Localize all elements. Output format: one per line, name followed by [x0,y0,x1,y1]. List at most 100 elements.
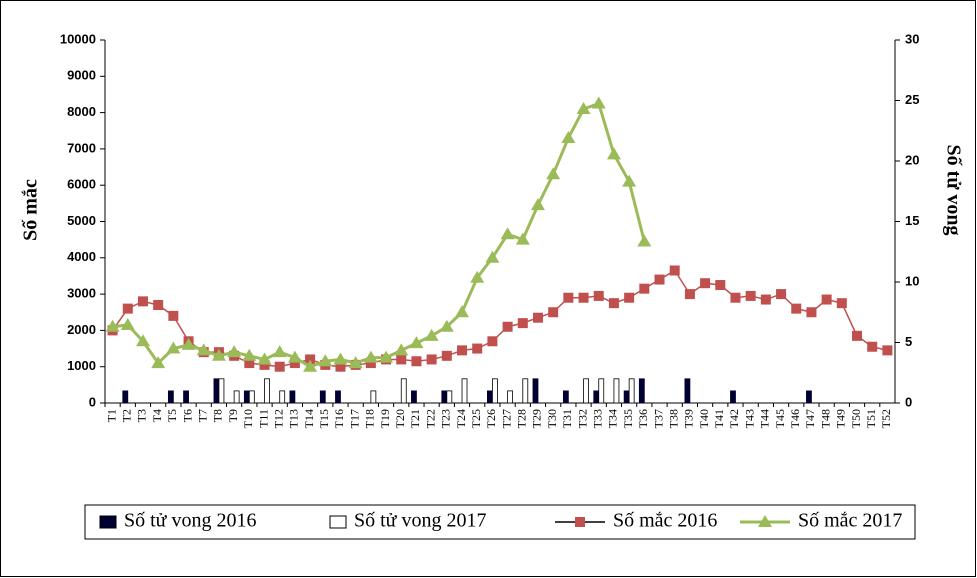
legend-label: Số tử vong 2017 [354,510,487,532]
y-tick-label: 0 [89,394,96,409]
x-tick-label: T40 [697,409,711,428]
bar [370,390,377,404]
x-tick-label: T8 [211,409,225,422]
point [502,321,513,332]
point [532,312,543,323]
y2-tick-label: 5 [905,334,912,349]
point [287,350,302,363]
x-tick-label: T3 [135,409,149,422]
point [424,328,439,341]
legend-label: Số mắc 2016 [613,510,717,532]
bar [562,390,569,404]
point [548,307,559,318]
y-tick-label: 6000 [67,177,96,192]
x-tick-label: T41 [712,409,726,428]
point [333,352,348,365]
point [439,319,454,332]
point [608,298,619,309]
point [259,359,270,370]
point [791,303,802,314]
point [168,310,179,321]
y-tick-label: 9000 [67,68,96,83]
x-tick-label: T43 [742,409,756,428]
point [120,317,135,330]
bar [507,390,513,404]
bar [411,390,417,404]
x-tick-label: T51 [864,409,878,428]
x-tick-label: T26 [484,409,498,428]
bar [522,378,529,404]
point [305,354,316,365]
bar [400,378,407,404]
point [760,294,771,305]
bar [243,390,250,404]
bar [446,390,453,404]
point [396,354,407,365]
x-tick-label: T37 [651,409,665,428]
x-tick-label: T45 [773,409,787,428]
x-tick-label: T9 [226,409,240,422]
point [745,290,756,301]
bar [319,390,326,404]
point [363,350,378,363]
y-tick-label: 1000 [67,358,96,373]
bar [122,390,129,404]
bar [532,378,539,404]
x-tick-label: T31 [560,409,574,428]
bar [613,378,620,404]
point [472,343,483,354]
bar [492,378,498,404]
point [135,334,150,347]
y-tick-label: 10000 [60,31,96,46]
point [882,345,893,356]
bar [183,390,189,404]
y2-tick-label: 30 [905,31,919,46]
point [654,274,665,285]
point [776,289,787,300]
legend-label: Số mắc 2017 [798,510,902,532]
y2-tick-label: 10 [905,273,919,288]
point [836,298,847,309]
point [122,303,133,314]
bar [593,390,600,404]
point [821,294,832,305]
bar [441,390,448,404]
point [257,352,272,365]
point [274,361,285,372]
x-tick-label: T44 [758,409,772,428]
x-tick-label: T32 [575,409,589,428]
point [517,318,528,329]
point [181,337,196,350]
x-tick-label: T48 [818,409,832,428]
bar [598,378,605,404]
y2-tick-label: 0 [905,394,912,409]
point [426,354,437,365]
legend-label: Số tử vong 2016 [124,510,257,532]
point [487,336,498,347]
bar [684,378,691,404]
bar [213,378,220,404]
bar [279,390,286,404]
y2-tick-label: 15 [905,213,919,228]
point [806,307,817,318]
x-tick-label: T47 [803,409,817,428]
x-tick-label: T5 [165,409,179,422]
point [441,350,452,361]
point [606,147,621,160]
x-tick-label: T23 [439,409,453,428]
point [515,232,530,245]
point [153,299,164,310]
y-tick-label: 2000 [67,322,96,337]
point [318,354,333,367]
point [622,174,637,187]
point [715,280,726,291]
x-tick-label: T25 [469,409,483,428]
point [365,358,376,369]
point [272,345,287,358]
point [561,131,576,144]
x-tick-label: T7 [196,409,210,422]
point [105,319,120,332]
line [111,269,888,368]
point [211,348,226,361]
